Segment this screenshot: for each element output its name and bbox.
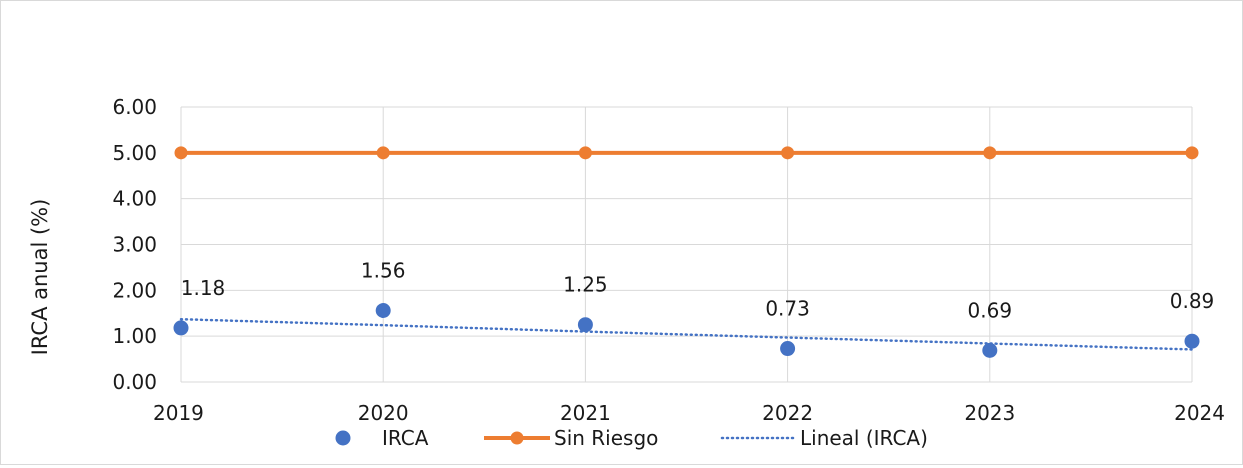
irca-point bbox=[982, 342, 998, 358]
irca-data-label: 1.56 bbox=[361, 259, 406, 283]
y-tick-label: 2.00 bbox=[112, 278, 157, 302]
irca-data-label: 1.18 bbox=[181, 276, 226, 300]
trendline-lineal-irca bbox=[179, 317, 1194, 351]
irca-data-label: 0.73 bbox=[765, 297, 810, 321]
x-axis-tick-labels: 2019 2020 2021 2022 2023 2024 bbox=[153, 401, 1225, 425]
sin-riesgo-point bbox=[781, 146, 795, 160]
legend-sin-riesgo-marker bbox=[510, 431, 524, 445]
irca-data-label: 0.89 bbox=[1170, 289, 1215, 313]
x-tick-label: 2022 bbox=[762, 401, 813, 425]
x-tick-label: 2023 bbox=[964, 401, 1015, 425]
irca-point bbox=[780, 341, 796, 357]
series-layer bbox=[173, 146, 1200, 358]
legend-irca-marker bbox=[335, 430, 351, 446]
legend-sin-riesgo-label: Sin Riesgo bbox=[554, 426, 658, 450]
data-labels: 1.18 1.56 1.25 0.73 0.69 0.89 bbox=[181, 259, 1215, 323]
y-axis-tick-labels: 0.00 1.00 2.00 3.00 4.00 5.00 6.00 bbox=[112, 95, 157, 394]
gridlines bbox=[180, 106, 1193, 383]
y-tick-label: 1.00 bbox=[112, 324, 157, 348]
irca-point bbox=[577, 317, 593, 333]
sin-riesgo-point bbox=[174, 146, 188, 160]
legend: IRCA Sin Riesgo Lineal (IRCA) bbox=[335, 426, 928, 450]
sin-riesgo-point bbox=[1185, 146, 1199, 160]
irca-point bbox=[1184, 333, 1200, 349]
irca-data-label: 0.69 bbox=[968, 298, 1013, 322]
sin-riesgo-point bbox=[983, 146, 997, 160]
sin-riesgo-point bbox=[376, 146, 390, 160]
x-tick-label: 2024 bbox=[1174, 401, 1225, 425]
sin-riesgo-point bbox=[578, 146, 592, 160]
x-tick-label: 2019 bbox=[153, 401, 204, 425]
irca-point bbox=[173, 320, 189, 336]
y-tick-label: 0.00 bbox=[112, 370, 157, 394]
legend-irca-label: IRCA bbox=[382, 426, 429, 450]
irca-data-label: 1.25 bbox=[563, 273, 608, 297]
y-tick-label: 5.00 bbox=[112, 141, 157, 165]
x-tick-label: 2020 bbox=[358, 401, 409, 425]
irca-point bbox=[375, 303, 391, 318]
y-tick-label: 6.00 bbox=[112, 95, 157, 119]
y-tick-label: 3.00 bbox=[112, 233, 157, 257]
y-axis-label: IRCA anual (%) bbox=[28, 199, 52, 356]
y-tick-label: 4.00 bbox=[112, 187, 157, 211]
legend-trendline-label: Lineal (IRCA) bbox=[800, 426, 928, 450]
x-tick-label: 2021 bbox=[560, 401, 611, 425]
